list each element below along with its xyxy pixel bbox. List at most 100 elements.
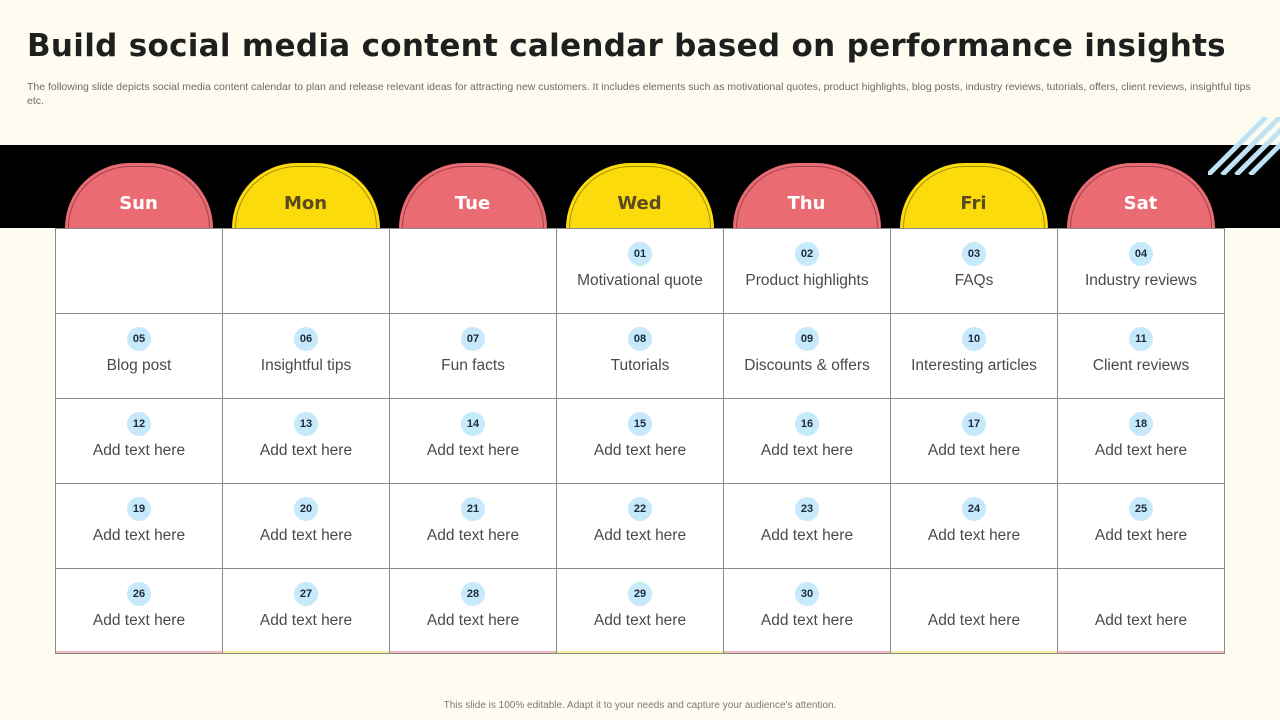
calendar-cell: 18 Add text here xyxy=(1058,399,1225,484)
calendar-cell: 08 Tutorials xyxy=(557,314,724,399)
calendar-cell: Add text here xyxy=(891,569,1058,654)
calendar-cell: 28 Add text here xyxy=(390,569,557,654)
calendar-cell: 13 Add text here xyxy=(223,399,390,484)
day-number-badge: 05 xyxy=(127,327,151,351)
slide-title: Build social media content calendar base… xyxy=(27,28,1226,64)
cell-content-text: Add text here xyxy=(760,442,854,459)
calendar-cell: 10 Interesting articles xyxy=(891,314,1058,399)
cell-content-text: Add text here xyxy=(1094,442,1188,459)
calendar-cell: 04 Industry reviews xyxy=(1058,229,1225,314)
day-number-badge: 04 xyxy=(1129,242,1153,266)
cell-content-text: Add text here xyxy=(259,442,353,459)
cell-content-text: Interesting articles xyxy=(911,357,1037,374)
day-number-badge: 29 xyxy=(628,582,652,606)
cell-content-text: Add text here xyxy=(426,442,520,459)
calendar-cell: 27 Add text here xyxy=(223,569,390,654)
day-number-badge: 08 xyxy=(628,327,652,351)
cell-content-text: Add text here xyxy=(593,527,687,544)
cell-content-text: Motivational quote xyxy=(577,272,703,289)
day-number-badge: 11 xyxy=(1129,327,1153,351)
calendar-cell: 01 Motivational quote xyxy=(557,229,724,314)
cell-content-text: Add text here xyxy=(92,527,186,544)
day-number-badge: 21 xyxy=(461,497,485,521)
calendar-cell: 30 Add text here xyxy=(724,569,891,654)
calendar-cell xyxy=(390,229,557,314)
cell-content-text: Add text here xyxy=(259,527,353,544)
cell-content-text: Add text here xyxy=(927,612,1021,629)
calendar-cell: 29 Add text here xyxy=(557,569,724,654)
calendar-cell: 25 Add text here xyxy=(1058,484,1225,569)
day-number-badge: 25 xyxy=(1129,497,1153,521)
day-number-badge: 10 xyxy=(962,327,986,351)
calendar-cell: 21 Add text here xyxy=(390,484,557,569)
day-number-badge: 09 xyxy=(795,327,819,351)
day-number-badge: 26 xyxy=(127,582,151,606)
day-number-badge: 28 xyxy=(461,582,485,606)
day-number-badge: 03 xyxy=(962,242,986,266)
calendar-cell: 07 Fun facts xyxy=(390,314,557,399)
day-number-badge: 15 xyxy=(628,412,652,436)
cell-content-text: Add text here xyxy=(927,527,1021,544)
calendar-grid: 01 Motivational quote 02 Product highlights… xyxy=(55,228,1225,654)
calendar-cell: 20 Add text here xyxy=(223,484,390,569)
cell-content-text: Add text here xyxy=(426,527,520,544)
day-number-badge: 30 xyxy=(795,582,819,606)
day-number-badge: 20 xyxy=(294,497,318,521)
calendar-cell: 24 Add text here xyxy=(891,484,1058,569)
cell-content-text: Product highlights xyxy=(745,272,869,289)
cell-content-text: Fun facts xyxy=(441,357,505,374)
calendar-cell: 11 Client reviews xyxy=(1058,314,1225,399)
day-number-badge: 12 xyxy=(127,412,151,436)
cell-content-text: Add text here xyxy=(593,612,687,629)
cell-content-text: FAQs xyxy=(954,272,994,289)
day-number-badge: 07 xyxy=(461,327,485,351)
calendar-cell xyxy=(56,229,223,314)
calendar-cell: 19 Add text here xyxy=(56,484,223,569)
calendar-cell: 03 FAQs xyxy=(891,229,1058,314)
day-number-badge: 22 xyxy=(628,497,652,521)
cell-content-text: Industry reviews xyxy=(1085,272,1197,289)
day-number-badge: 02 xyxy=(795,242,819,266)
day-number-badge: 24 xyxy=(962,497,986,521)
calendar-cell: 06 Insightful tips xyxy=(223,314,390,399)
calendar-cell: 22 Add text here xyxy=(557,484,724,569)
day-number-badge: 01 xyxy=(628,242,652,266)
calendar-cell: 17 Add text here xyxy=(891,399,1058,484)
slide-subtitle: The following slide depicts social media… xyxy=(27,81,1251,107)
cell-content-text: Add text here xyxy=(426,612,520,629)
calendar-cell: 12 Add text here xyxy=(56,399,223,484)
day-number-badge: 23 xyxy=(795,497,819,521)
day-number-badge: 27 xyxy=(294,582,318,606)
cell-content-text: Add text here xyxy=(927,442,1021,459)
cell-content-text: Add text here xyxy=(1094,612,1188,629)
day-number-badge: 13 xyxy=(294,412,318,436)
cell-content-text: Client reviews xyxy=(1092,357,1190,374)
calendar-cell: 05 Blog post xyxy=(56,314,223,399)
calendar-cell: 23 Add text here xyxy=(724,484,891,569)
cell-content-text: Tutorials xyxy=(610,357,670,374)
cell-content-text: Add text here xyxy=(92,612,186,629)
day-number-badge: 16 xyxy=(795,412,819,436)
day-number-badge: 06 xyxy=(294,327,318,351)
day-number-badge: 18 xyxy=(1129,412,1153,436)
calendar-cell: 14 Add text here xyxy=(390,399,557,484)
cell-content-text: Add text here xyxy=(92,442,186,459)
cell-content-text: Add text here xyxy=(593,442,687,459)
day-number-badge: 19 xyxy=(127,497,151,521)
cell-content-text: Blog post xyxy=(106,357,172,374)
calendar-cell: 16 Add text here xyxy=(724,399,891,484)
calendar-cell: 02 Product highlights xyxy=(724,229,891,314)
cell-content-text: Add text here xyxy=(760,527,854,544)
cell-content-text: Discounts & offers xyxy=(744,357,870,374)
calendar-cell: 09 Discounts & offers xyxy=(724,314,891,399)
day-number-badge: 17 xyxy=(962,412,986,436)
cell-content-text: Insightful tips xyxy=(260,357,352,374)
decorative-stripes-icon xyxy=(1208,117,1280,175)
cell-content-text: Add text here xyxy=(760,612,854,629)
footer-note: This slide is 100% editable. Adapt it to… xyxy=(443,700,837,711)
calendar-cell: 26 Add text here xyxy=(56,569,223,654)
calendar-cell xyxy=(223,229,390,314)
cell-content-text: Add text here xyxy=(259,612,353,629)
calendar-cell: Add text here xyxy=(1058,569,1225,654)
calendar-cell: 15 Add text here xyxy=(557,399,724,484)
